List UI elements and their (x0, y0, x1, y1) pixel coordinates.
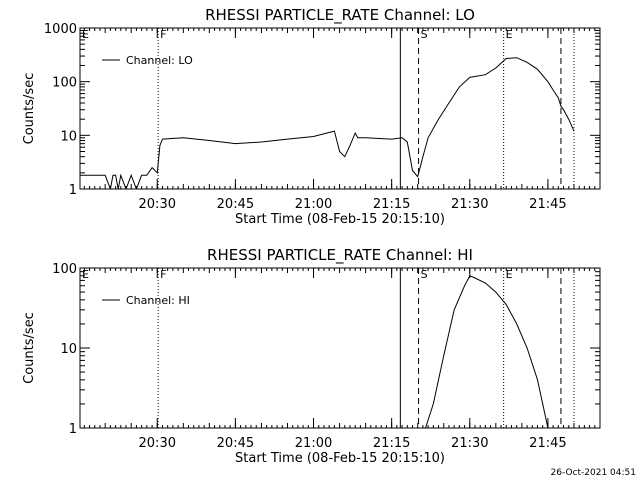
hi-chart-title: RHESSI PARTICLE_RATE Channel: HI (207, 246, 473, 265)
lo-series-line (80, 57, 575, 189)
hi-legend-label: Channel: HI (126, 294, 190, 307)
lo-event-marker-label: E (82, 28, 89, 41)
hi-event-marker-label: F (160, 268, 166, 281)
lo-y-tick-label: 1 (69, 183, 77, 198)
lo-y-tick-label: 1000 (44, 22, 77, 37)
lo-x-tick-label: 21:15 (373, 197, 410, 212)
hi-event-marker-label: E (506, 268, 513, 281)
lo-x-tick-label: 21:30 (451, 197, 488, 212)
hi-x-tick-label: 20:45 (217, 436, 254, 451)
hi-y-axis-label: Counts/sec (22, 312, 37, 384)
hi-x-tick-label: 21:00 (295, 436, 332, 451)
hi-x-tick-label: 21:15 (373, 436, 410, 451)
hi-series-line (425, 275, 549, 428)
lo-y-tick-label: 100 (52, 76, 77, 91)
lo-x-axis-label: Start Time (08-Feb-15 20:15:10) (235, 212, 445, 227)
hi-event-marker-label: E (82, 268, 89, 281)
hi-x-axis-label: Start Time (08-Feb-15 20:15:10) (235, 451, 445, 466)
hi-event-marker-label: S (421, 268, 428, 281)
lo-y-axis-label: Counts/sec (22, 73, 37, 145)
hi-y-tick-label: 1 (69, 422, 77, 437)
lo-x-tick-label: 20:30 (139, 197, 176, 212)
hi-x-tick-label: 21:30 (451, 436, 488, 451)
lo-chart-title: RHESSI PARTICLE_RATE Channel: LO (205, 6, 475, 25)
lo-event-marker-label: F (160, 28, 166, 41)
hi-y-tick-label: 100 (52, 262, 77, 277)
lo-y-tick-label: 10 (60, 129, 77, 144)
footer-timestamp: 26-Oct-2021 04:51 (551, 468, 636, 478)
lo-event-marker-label: S (421, 28, 428, 41)
lo-x-tick-label: 20:45 (217, 197, 254, 212)
hi-y-tick-label: 10 (60, 342, 77, 357)
hi-x-tick-label: 20:30 (139, 436, 176, 451)
lo-event-marker-label: E (506, 28, 513, 41)
lo-x-tick-label: 21:45 (529, 197, 566, 212)
lo-legend-label: Channel: LO (126, 54, 193, 67)
lo-x-tick-label: 21:00 (295, 197, 332, 212)
hi-x-tick-label: 21:45 (529, 436, 566, 451)
